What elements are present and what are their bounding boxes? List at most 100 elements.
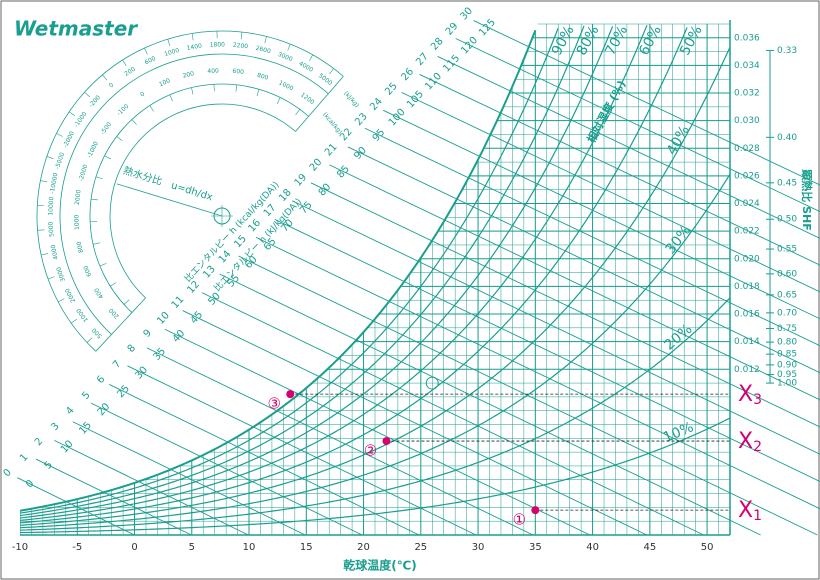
brand-logo: Wetmaster — [14, 17, 138, 41]
enthalpy-label: 115 — [441, 53, 462, 75]
enthalpy-kcal-label: 10 — [155, 310, 172, 327]
enthalpy-label: 40 — [171, 328, 188, 345]
x-tick-label: 20 — [357, 542, 370, 553]
y-tick-label: 0.034 — [734, 61, 760, 71]
protractor-tick — [93, 242, 100, 245]
point-marker-label: X2 — [738, 429, 762, 455]
x-tick-label: 25 — [414, 542, 427, 553]
point-label: ② — [364, 442, 377, 460]
protractor-label: 1800 — [210, 41, 226, 48]
enthalpy-kcal-label: 2 — [33, 436, 45, 448]
protractor-arc — [89, 83, 309, 313]
protractor-tick — [256, 89, 260, 97]
enthalpy-label: 45 — [189, 309, 206, 326]
y-tick-label: 0.026 — [734, 171, 760, 181]
saturation-curve — [20, 29, 537, 512]
enthalpy-kcal-label: 29 — [444, 21, 461, 38]
enthalpy-kcal-label: 27 — [414, 51, 431, 68]
point-marker-sub: 2 — [753, 439, 762, 455]
protractor-label: -100 — [116, 103, 131, 118]
rh-curve — [20, 173, 730, 529]
protractor-label: 600 — [144, 55, 157, 66]
point-marker-sub: 1 — [753, 508, 762, 524]
enthalpy-kcal-label: 0 — [2, 467, 14, 479]
enthalpy-kcal-label: 19 — [293, 172, 310, 189]
enthalpy-line — [255, 236, 820, 510]
enthalpy-line — [329, 164, 820, 401]
protractor-label: -500 — [99, 121, 113, 136]
x-tick-label: -10 — [12, 542, 28, 553]
y-tick-label: 0.032 — [734, 89, 760, 99]
enthalpy-line — [455, 38, 820, 213]
protractor-unit: (kcal/kg) — [321, 111, 343, 136]
shf-tick-label: 0.33 — [777, 46, 797, 56]
y-tick-label: 0.014 — [734, 337, 760, 347]
protractor-tick — [131, 119, 137, 125]
point-label: ③ — [268, 395, 281, 413]
protractor-label: 800 — [76, 241, 85, 254]
protractor-tick — [144, 47, 148, 55]
protractor-tick — [68, 111, 76, 117]
rh-label: 30% — [663, 223, 695, 257]
enthalpy-line — [364, 127, 820, 347]
enthalpy-label: 125 — [477, 17, 498, 39]
shf-tick-label: 0.60 — [777, 269, 797, 279]
shf-tick-label: 0.45 — [777, 178, 797, 188]
rh-curve — [20, 27, 559, 514]
protractor-label: 1000 — [75, 307, 90, 324]
enthalpy-kcal-label: 4 — [64, 405, 76, 417]
enthalpy-kcal-label: 23 — [353, 111, 370, 128]
enthalpy-line — [35, 458, 192, 536]
enthalpy-label: 85 — [335, 164, 352, 181]
point-marker: X — [738, 498, 753, 523]
protractor-label: 4000 — [50, 244, 60, 261]
x-axis-title: 乾球温度(℃) — [343, 558, 417, 573]
protractor-tick — [235, 84, 237, 92]
x-tick-label: 0 — [131, 542, 137, 553]
shf-tick-label: 0.90 — [777, 360, 797, 370]
enthalpy-kcal-label: 25 — [383, 81, 400, 98]
protractor-tick — [276, 97, 281, 104]
shf-reference — [425, 376, 439, 390]
enthalpy-label: 25 — [115, 383, 132, 400]
enthalpy-line — [127, 365, 477, 536]
protractor-tick — [329, 68, 334, 75]
enthalpy-label: 5 — [43, 460, 55, 472]
enthalpy-label: 100 — [387, 107, 408, 129]
protractor-label: -1000 — [73, 110, 89, 129]
protractor-label: 1000 — [164, 47, 181, 58]
point-marker-label: X1 — [738, 498, 762, 524]
protractor-label: 0 — [108, 81, 116, 89]
enthalpy-label: 50 — [206, 291, 223, 308]
point — [286, 390, 295, 399]
protractor-label: 10000 — [47, 196, 55, 216]
protractor-label: 3000 — [55, 266, 67, 283]
protractor-label: -2000 — [78, 163, 90, 182]
rh-curve — [20, 25, 648, 522]
enthalpy-label: 80 — [317, 182, 334, 199]
enthalpy-kcal-label: 30 — [458, 6, 475, 23]
protractor-tick — [191, 33, 194, 41]
protractor-label: -5000 — [54, 151, 66, 170]
shf-tick-label: 0.40 — [777, 133, 797, 143]
protractor-tick — [191, 87, 194, 95]
enthalpy-line — [292, 200, 820, 455]
enthalpy-kcal-label: 7 — [111, 359, 123, 371]
enthalpy-line — [219, 273, 761, 536]
enthalpy-label: 105 — [405, 89, 426, 111]
protractor-tick — [86, 337, 93, 343]
point-marker: X — [738, 382, 753, 407]
enthalpy-line — [347, 146, 820, 374]
enthalpy-kcal-label: 24 — [368, 96, 385, 113]
protractor-label: 1000 — [278, 79, 295, 92]
protractor-label: 600 — [82, 264, 93, 277]
protractor-label: 3000 — [277, 51, 294, 63]
protractor-label: 500 — [91, 326, 104, 339]
protractor-tick — [99, 263, 107, 267]
protractor-label: 4000 — [298, 60, 315, 74]
x-tick-label: 35 — [529, 542, 542, 553]
enthalpy-line — [164, 328, 591, 536]
shf-tick-label: 0.80 — [777, 338, 797, 348]
protractor-label: 2000 — [64, 287, 77, 304]
